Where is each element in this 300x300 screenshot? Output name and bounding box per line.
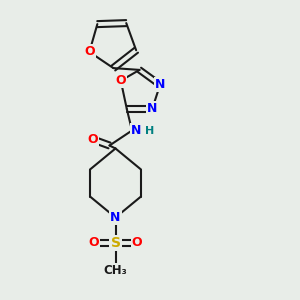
Text: CH₃: CH₃ (103, 263, 127, 277)
Text: O: O (88, 133, 98, 146)
Text: N: N (131, 124, 142, 137)
Text: H: H (145, 126, 154, 136)
Text: O: O (132, 236, 142, 250)
Text: O: O (88, 236, 99, 250)
Text: O: O (116, 74, 126, 87)
Text: N: N (155, 78, 165, 91)
Text: N: N (110, 211, 121, 224)
Text: N: N (147, 103, 158, 116)
Text: O: O (84, 45, 95, 58)
Text: S: S (110, 236, 121, 250)
